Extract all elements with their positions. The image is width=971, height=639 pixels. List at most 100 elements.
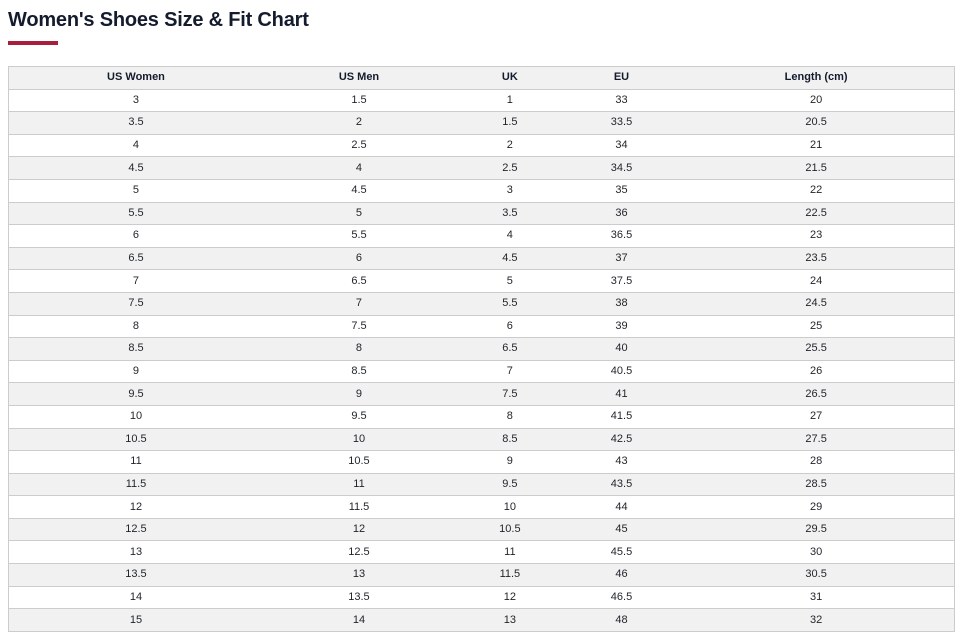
cell-uk: 1 [455, 89, 565, 113]
cell-length-cm: 21.5 [678, 156, 955, 180]
cell-eu: 45.5 [564, 540, 679, 565]
cell-us-women: 6 [8, 224, 263, 248]
column-header-uk: UK [455, 66, 565, 90]
cell-eu: 40 [564, 337, 679, 361]
cell-length-cm: 26 [678, 360, 955, 384]
cell-us-men: 8 [262, 337, 455, 361]
cell-eu: 39 [564, 315, 679, 339]
cell-us-men: 13 [262, 563, 455, 587]
cell-us-men: 5 [262, 202, 455, 226]
cell-us-women: 14 [8, 586, 263, 610]
cell-us-men: 6 [262, 247, 455, 271]
table-row: 6.5 6 4.5 37 23.5 [8, 247, 955, 271]
cell-length-cm: 25.5 [678, 337, 955, 361]
cell-us-men: 11 [262, 473, 455, 497]
cell-us-women: 4.5 [8, 156, 263, 180]
cell-uk: 4.5 [455, 247, 565, 271]
cell-length-cm: 23.5 [678, 247, 955, 271]
cell-us-women: 7 [8, 269, 263, 293]
column-header-us-men: US Men [262, 66, 455, 90]
cell-length-cm: 27 [678, 405, 955, 429]
cell-eu: 34 [564, 134, 679, 158]
cell-eu: 48 [564, 608, 679, 632]
cell-us-women: 8.5 [8, 337, 263, 361]
size-chart-table: US Women US Men UK EU Length (cm) 3 1.5 1 33 20 3… [8, 66, 955, 632]
cell-eu: 41 [564, 382, 679, 406]
table-row: 5.5 5 3.5 36 22.5 [8, 202, 955, 226]
cell-length-cm: 21 [678, 134, 955, 158]
cell-length-cm: 28 [678, 450, 955, 474]
table-row: 11.5 11 9.5 43.5 28.5 [8, 473, 955, 497]
cell-us-women: 13.5 [8, 563, 263, 587]
table-row: 14 13.5 12 46.5 31 [8, 586, 955, 610]
cell-us-women: 12.5 [8, 518, 263, 542]
cell-us-women: 11 [8, 450, 263, 474]
cell-uk: 8 [455, 405, 565, 429]
cell-us-women: 7.5 [8, 292, 263, 316]
table-row: 13 12.5 11 45.5 30 [8, 540, 955, 565]
cell-uk: 7.5 [455, 382, 565, 406]
cell-eu: 43.5 [564, 473, 679, 497]
cell-eu: 34.5 [564, 156, 679, 180]
cell-length-cm: 30.5 [678, 563, 955, 587]
table-row: 7 6.5 5 37.5 24 [8, 269, 955, 293]
table-row: 7.5 7 5.5 38 24.5 [8, 292, 955, 316]
cell-eu: 41.5 [564, 405, 679, 429]
cell-uk: 1.5 [455, 111, 565, 135]
cell-uk: 9.5 [455, 473, 565, 497]
cell-us-women: 11.5 [8, 473, 263, 497]
cell-us-women: 8 [8, 315, 263, 339]
cell-us-men: 2.5 [262, 134, 455, 158]
cell-uk: 10.5 [455, 518, 565, 542]
cell-length-cm: 22 [678, 179, 955, 203]
cell-eu: 44 [564, 495, 679, 519]
cell-uk: 10 [455, 495, 565, 519]
table-row: 8.5 8 6.5 40 25.5 [8, 337, 955, 361]
cell-length-cm: 24.5 [678, 292, 955, 316]
cell-eu: 33.5 [564, 111, 679, 135]
cell-eu: 43 [564, 450, 679, 474]
cell-eu: 46 [564, 563, 679, 587]
cell-uk: 5 [455, 269, 565, 293]
table-row: 8 7.5 6 39 25 [8, 315, 955, 339]
cell-length-cm: 29.5 [678, 518, 955, 542]
cell-us-men: 8.5 [262, 360, 455, 384]
cell-us-men: 10.5 [262, 450, 455, 474]
cell-length-cm: 24 [678, 269, 955, 293]
table-row: 6 5.5 4 36.5 23 [8, 224, 955, 248]
cell-us-men: 4.5 [262, 179, 455, 203]
page-title: Women's Shoes Size & Fit Chart [8, 9, 309, 31]
cell-uk: 8.5 [455, 428, 565, 452]
cell-us-women: 9.5 [8, 382, 263, 406]
cell-uk: 9 [455, 450, 565, 474]
cell-length-cm: 22.5 [678, 202, 955, 226]
table-header-row: US Women US Men UK EU Length (cm) [8, 66, 955, 90]
cell-uk: 3 [455, 179, 565, 203]
cell-uk: 13 [455, 608, 565, 632]
cell-us-men: 4 [262, 156, 455, 180]
cell-uk: 2.5 [455, 156, 565, 180]
column-header-eu: EU [564, 66, 679, 90]
cell-uk: 6.5 [455, 337, 565, 361]
cell-uk: 4 [455, 224, 565, 248]
cell-us-women: 10 [8, 405, 263, 429]
cell-eu: 38 [564, 292, 679, 316]
cell-us-men: 14 [262, 608, 455, 632]
table-row: 4 2.5 2 34 21 [8, 134, 955, 158]
cell-uk: 12 [455, 586, 565, 610]
table-row: 3.5 2 1.5 33.5 20.5 [8, 111, 955, 135]
table-body: 3 1.5 1 33 20 3.5 2 1.5 33.5 20.5 4 2.5 2 34 21 4.5 4 2.5… [8, 89, 955, 632]
table-row: 11 10.5 9 43 28 [8, 450, 955, 474]
cell-us-men: 7.5 [262, 315, 455, 339]
cell-uk: 11 [455, 540, 565, 565]
cell-us-women: 9 [8, 360, 263, 384]
title-accent-underline [8, 41, 58, 45]
cell-eu: 36 [564, 202, 679, 226]
cell-length-cm: 20.5 [678, 111, 955, 135]
table-row: 10.5 10 8.5 42.5 27.5 [8, 428, 955, 452]
cell-us-women: 10.5 [8, 428, 263, 452]
table-row: 15 14 13 48 32 [8, 608, 955, 632]
size-chart-table-container: US Women US Men UK EU Length (cm) 3 1.5 1 33 20 3… [8, 66, 955, 632]
cell-us-women: 3 [8, 89, 263, 113]
cell-us-men: 10 [262, 428, 455, 452]
